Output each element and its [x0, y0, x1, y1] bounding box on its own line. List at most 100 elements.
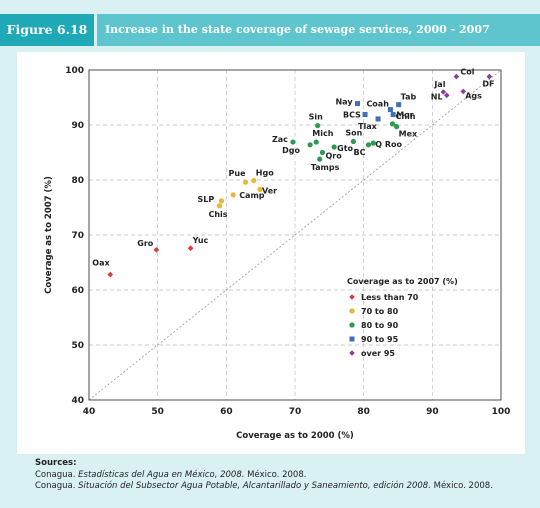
data-point-col	[453, 73, 460, 80]
data-point-camp	[230, 192, 236, 198]
legend-swatch	[349, 350, 355, 356]
figure-header: Figure 6.18 Increase in the state covera…	[0, 14, 540, 46]
point-label: Hgo	[256, 169, 274, 178]
point-label: Qro	[325, 152, 342, 161]
data-point-q-roo	[370, 140, 376, 146]
point-label: Jal	[433, 80, 445, 89]
point-label: Tlax	[358, 122, 378, 131]
data-point-chis	[216, 203, 223, 209]
point-label: DF	[482, 80, 494, 89]
legend-entry: over 95	[361, 349, 395, 358]
point-label: Pue	[229, 169, 247, 178]
legend-entry: 80 to 90	[361, 321, 399, 330]
x-axis-title: Coverage as to 2000 (%)	[236, 431, 354, 441]
y-tick-label: 90	[71, 121, 84, 131]
data-point-tab	[396, 102, 402, 108]
data-point-sin	[315, 122, 321, 129]
point-label: Yuc	[192, 236, 209, 245]
point-label: Gro	[137, 239, 154, 248]
x-tick-label: 60	[220, 407, 233, 417]
legend-entry: 90 to 95	[361, 335, 399, 344]
data-point-gro	[153, 247, 160, 253]
data-point-mich	[313, 139, 319, 145]
data-point-oax	[107, 271, 114, 278]
y-tick-label: 40	[71, 396, 84, 406]
y-axis-title: Coverage as to 2007 (%)	[44, 176, 54, 294]
point-label: Camp	[239, 191, 265, 200]
data-point-coah	[387, 107, 393, 113]
x-tick-label: 40	[83, 407, 96, 417]
data-point-mex	[394, 124, 400, 130]
point-label: Mich	[312, 129, 333, 138]
y-tick-label: 70	[71, 231, 84, 241]
chart-panel: 40 50 60 70 80 90 100 40 50 60 70 80 90 100 Coverage …	[17, 52, 525, 454]
point-label: Ver	[262, 186, 277, 195]
legend-entry: 70 to 80	[361, 307, 399, 316]
data-point-jal	[440, 89, 447, 95]
data-point-hgo	[251, 177, 257, 184]
y-tick-label: 100	[65, 66, 84, 76]
y-tick-label: 80	[71, 176, 84, 186]
sources-note: Sources: Conagua. Estadísticas del Agua …	[35, 458, 535, 493]
point-label: Col	[460, 68, 474, 77]
legend-swatch	[349, 322, 355, 328]
x-tick-label: 50	[151, 407, 164, 417]
data-point-zac	[290, 139, 296, 145]
point-label: BC	[353, 148, 365, 157]
scatter-chart: 40 50 60 70 80 90 100 40 50 60 70 80 90 100 Coverage …	[44, 66, 510, 441]
legend-entry: Less than 70	[361, 293, 419, 302]
point-label: Mor	[396, 111, 413, 120]
point-label: Ags	[465, 91, 482, 100]
data-point-son	[350, 138, 356, 145]
source-2-rest: México. 2008.	[433, 481, 493, 491]
point-label: Gto	[337, 144, 353, 153]
data-point-ags	[460, 88, 467, 95]
grid	[89, 70, 501, 400]
y-tick-label: 50	[71, 341, 84, 351]
point-label: Dgo	[282, 146, 300, 155]
data-point-tlax	[375, 116, 381, 122]
source-2-title: Situación del Subsector Agua Potable, Al…	[78, 481, 431, 491]
point-label: Chis	[208, 210, 227, 219]
plot-area-border	[88, 69, 502, 401]
data-point-qro	[319, 149, 326, 156]
source-2-org: Conagua.	[35, 481, 76, 491]
sources-heading: Sources:	[35, 458, 77, 468]
y-tick-label: 60	[71, 286, 84, 296]
legend-title: Coverage as to 2007 (%)	[347, 277, 458, 286]
data-point-pue	[242, 179, 249, 185]
data-point-gto	[331, 144, 337, 150]
source-1-org: Conagua.	[35, 469, 76, 480]
data-point-nay	[354, 101, 360, 107]
point-label: Tamps	[311, 163, 340, 172]
point-label: BCS	[343, 111, 361, 120]
point-label: Son	[345, 129, 362, 138]
source-1-title: Estadísticas del Agua en México, 2008.	[78, 469, 245, 480]
figure-title: Increase in the state coverage of sewage…	[97, 14, 540, 46]
point-label: Nay	[335, 98, 353, 107]
data-point-chih	[389, 121, 396, 127]
point-label: Oax	[92, 259, 110, 268]
data-point-dgo	[307, 142, 313, 148]
x-tick-label: 70	[289, 407, 302, 417]
axis-ticks: 40 50 60 70 80 90 100 40 50 60 70 80 90 100	[65, 66, 510, 417]
point-label: NL	[431, 92, 443, 101]
x-tick-label: 90	[426, 407, 439, 417]
data-point-nl	[443, 92, 450, 99]
data-point-mor	[390, 112, 396, 118]
source-1-rest: México. 2008.	[247, 469, 307, 480]
point-label: Sin	[309, 113, 324, 122]
point-label: Mex	[399, 130, 418, 139]
point-label: Chih	[396, 112, 416, 121]
data-points: Oax Gro Yuc Chis SLP Camp Pue Hgo Ver Zac Dgo Mich S…	[92, 68, 494, 278]
data-point-ver	[257, 186, 263, 192]
x-tick-label: 100	[492, 407, 511, 417]
point-label: Coah	[366, 100, 389, 109]
legend-swatch	[349, 308, 355, 314]
legend: Coverage as to 2007 (%) Less than 70 70 t…	[347, 277, 458, 358]
data-point-tamps	[317, 156, 323, 162]
data-point-bcs	[362, 112, 368, 118]
legend-swatch	[349, 294, 355, 300]
legend-swatch	[349, 336, 355, 342]
source-line-2: Conagua. Situación del Subsector Agua Po…	[35, 481, 535, 493]
